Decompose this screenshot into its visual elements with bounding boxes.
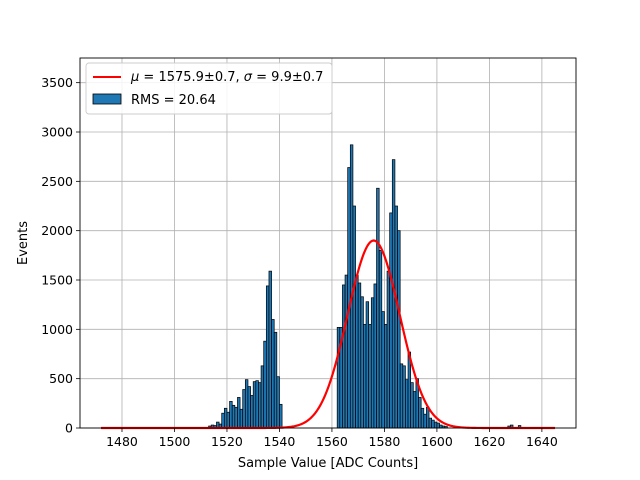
histogram-bar [336,327,341,429]
y-tick-label: 1000 [41,322,73,337]
y-tick-label: 0 [65,421,73,436]
histogram-bar [368,324,372,429]
histogram-bar [258,382,262,429]
histogram-bar [252,381,257,429]
histogram-bar [244,379,249,429]
legend-sigma-symbol: σ [244,70,253,85]
histogram-bar [389,212,393,429]
histogram-bar [234,406,238,429]
histogram-bar [355,274,359,429]
histogram-bar [221,412,225,429]
histogram-bar [431,419,435,429]
histogram-bar [344,274,349,429]
histogram-bar [342,284,346,429]
histogram-bar [426,406,430,429]
histogram-bar [276,376,280,429]
histogram-bar [263,340,267,429]
histogram-bar [394,205,398,429]
x-tick-label: 1480 [106,434,138,449]
histogram-bar [407,351,412,429]
histogram-bar [397,230,401,429]
legend-histogram-label: RMS = 20.64 [131,93,216,108]
y-tick-label: 3000 [41,125,73,140]
x-tick-label: 1600 [421,434,453,449]
histogram-bar [376,187,380,429]
histogram-bar [250,395,254,429]
histogram-bar [229,401,233,429]
histogram-bar [418,397,422,429]
histogram-bar [370,297,375,429]
histogram-bar [347,167,351,429]
x-tick-label: 1580 [369,434,401,449]
histogram-bar [237,397,241,429]
histogram-bar [223,407,228,429]
histogram-bar [381,311,385,429]
legend-sigma-text: = 9.9±0.7 [252,70,323,85]
legend-mu-text: = 1575.9±0.7, [139,70,243,85]
legend-histogram-swatch [92,93,122,105]
histogram-bar [365,301,370,429]
legend: μ = 1575.9±0.7, σ = 9.9±0.7 RMS = 20.64 [85,62,333,115]
plot-frame [79,57,577,429]
histogram-bar [433,421,438,429]
histogram-bar [265,285,270,429]
histogram-bar [384,324,388,429]
histogram-bar [268,270,272,429]
histogram-bar [420,407,425,429]
histogram-bar [349,144,354,429]
histogram-bar [242,389,246,429]
histogram-bar [260,365,265,429]
histogram-bar [363,324,367,429]
y-axis-label: Events [16,221,31,265]
y-tick-label: 500 [49,371,73,386]
histogram-bar [239,408,244,429]
x-axis-ticks: 1480 1500 1520 1540 1560 1580 1600 1620 1640 [106,428,558,449]
histogram-bar [226,411,230,429]
histogram-bar [360,296,364,429]
histogram-bar [247,386,251,429]
histogram-bar [273,331,278,429]
y-tick-label: 3500 [41,75,73,90]
histogram-bar [399,363,404,429]
x-tick-label: 1560 [316,434,348,449]
x-tick-label: 1540 [264,434,296,449]
x-tick-label: 1640 [526,434,558,449]
histogram-bar [255,380,259,429]
histogram-bar [279,403,283,429]
histogram-bar [410,382,414,429]
x-tick-label: 1520 [211,434,243,449]
y-tick-label: 1500 [41,273,73,288]
y-axis-ticks: 0 500 1000 1500 2000 2500 3000 3500 [41,75,80,436]
histogram-bar [352,205,356,429]
x-tick-label: 1500 [159,434,191,449]
histogram-bar [271,319,275,429]
legend-mu-symbol: μ [130,70,139,85]
histogram-bar [402,365,406,429]
x-axis-label: Sample Value [ADC Counts] [238,456,418,471]
histogram-bar [405,379,409,429]
x-tick-label: 1620 [473,434,505,449]
y-tick-label: 2000 [41,223,73,238]
legend-box [85,62,333,115]
histogram-bar [428,417,433,429]
histogram-bar [357,282,362,429]
histogram-bar [423,413,427,429]
legend-fit-label: μ = 1575.9±0.7, σ = 9.9±0.7 [130,70,323,85]
histogram-bar [386,270,391,429]
histogram-bar [231,404,236,429]
histogram-bar [373,283,377,429]
histogram-bar [378,250,383,429]
y-tick-label: 2500 [41,174,73,189]
histogram-bar [436,422,440,429]
histogram-bar [412,391,417,429]
